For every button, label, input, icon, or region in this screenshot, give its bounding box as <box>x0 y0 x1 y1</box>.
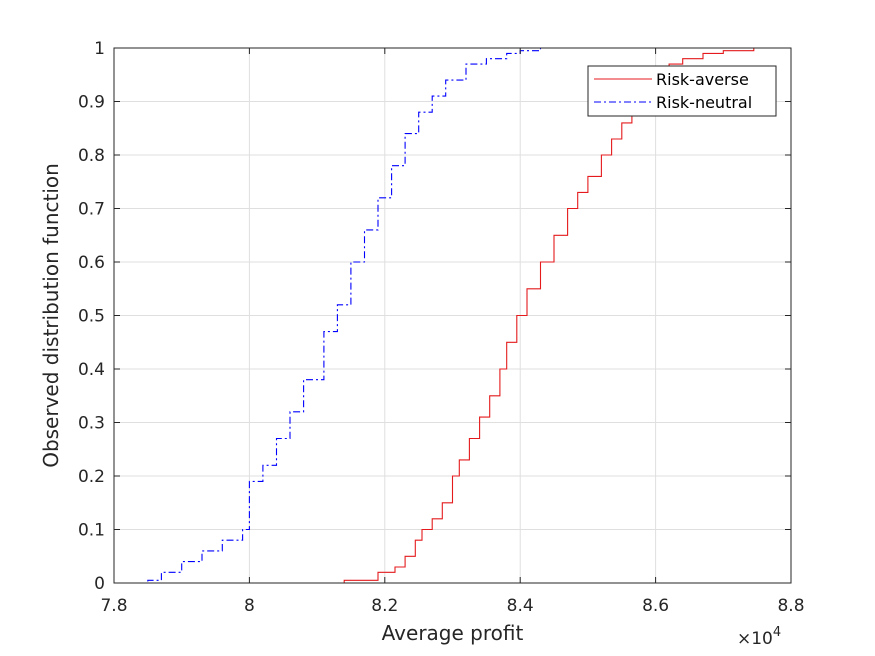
y-tick-label: 1 <box>94 39 105 59</box>
tick-labels: 7.8 8 8.2 8.4 8.6 8.8 0 0.1 0.2 0.3 0.4 0.5 0.6 0.7 0.… <box>78 39 805 616</box>
y-tick-label: 0 <box>94 574 105 594</box>
series-line-risk-neutral <box>134 47 554 584</box>
y-tick-label: 0.3 <box>78 414 105 434</box>
y-axis-label: Observed distribution function <box>39 163 63 468</box>
y-tick-label: 0.2 <box>78 467 105 487</box>
x-tick-label: 8.2 <box>371 596 398 616</box>
legend-box <box>587 65 777 117</box>
y-tick-label: 0.8 <box>78 146 105 166</box>
x-tick-label: 8.4 <box>507 596 534 616</box>
x-axis-multiplier: ×104 <box>737 625 781 649</box>
y-tick-label: 0.4 <box>78 360 105 380</box>
x-multiplier-base: ×10 <box>737 629 773 649</box>
x-axis-label: Average profit <box>382 621 524 645</box>
x-tick-label: 8.6 <box>642 596 669 616</box>
x-tick-label: 7.8 <box>100 596 127 616</box>
y-tick-label: 0.6 <box>78 253 105 273</box>
y-tick-label: 0.9 <box>78 93 105 113</box>
legend: Risk-averse Risk-neutral <box>587 65 777 117</box>
y-tick-label: 0.5 <box>78 307 105 327</box>
x-tick-label: 8 <box>244 596 255 616</box>
legend-label-risk-neutral: Risk-neutral <box>656 93 752 112</box>
legend-label-risk-averse: Risk-averse <box>656 70 749 89</box>
y-tick-label: 0.7 <box>78 200 105 220</box>
y-tick-label: 0.1 <box>78 521 105 541</box>
x-multiplier-exponent: 4 <box>773 625 781 640</box>
x-tick-label: 8.8 <box>777 596 804 616</box>
axis-ticks <box>113 47 792 584</box>
